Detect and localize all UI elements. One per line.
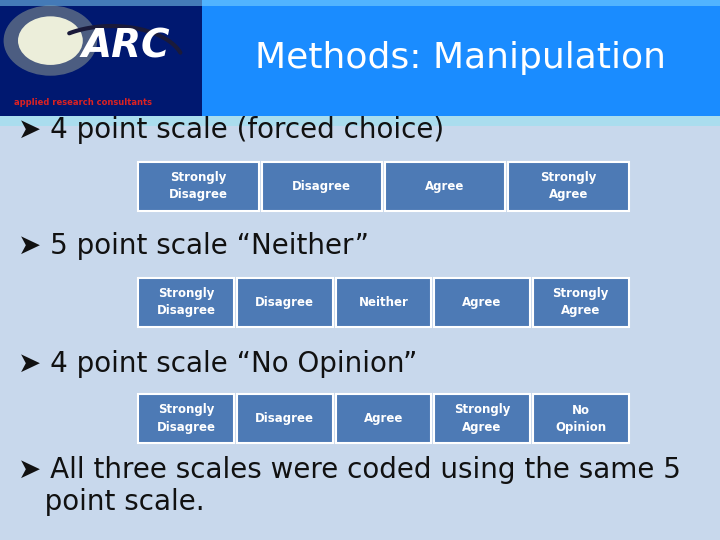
Bar <box>434 278 530 327</box>
Text: No
Opinion: No Opinion <box>555 403 606 434</box>
Text: Strongly
Disagree: Strongly Disagree <box>157 287 215 318</box>
Bar <box>0 116 720 126</box>
Bar <box>237 278 333 327</box>
Text: Agree: Agree <box>364 412 403 425</box>
Text: Agree: Agree <box>426 180 464 193</box>
Text: Strongly
Agree: Strongly Agree <box>540 171 597 201</box>
Bar <box>384 162 505 211</box>
Text: Strongly
Agree: Strongly Agree <box>552 287 609 318</box>
Bar <box>336 278 431 327</box>
Text: Methods: Manipulation: Methods: Manipulation <box>256 41 666 75</box>
Bar <box>533 278 629 327</box>
Bar <box>434 394 530 443</box>
Bar <box>138 162 258 211</box>
Bar <box>533 394 629 443</box>
Bar <box>138 394 234 443</box>
Bar <box>0 0 720 6</box>
Bar <box>237 394 333 443</box>
Bar <box>0 0 720 116</box>
Text: Strongly
Disagree: Strongly Disagree <box>157 403 215 434</box>
Text: ARC: ARC <box>82 28 170 65</box>
Bar <box>336 394 431 443</box>
Text: Disagree: Disagree <box>256 296 314 309</box>
Text: Agree: Agree <box>462 296 502 309</box>
Bar <box>261 162 382 211</box>
Text: ➤ All three scales were coded using the same 5
   point scale.: ➤ All three scales were coded using the … <box>18 456 681 516</box>
Bar <box>508 162 629 211</box>
Circle shape <box>18 16 83 65</box>
Bar <box>0 0 202 116</box>
Text: ➤ 4 point scale “No Opinion”: ➤ 4 point scale “No Opinion” <box>18 350 418 379</box>
Text: Strongly
Agree: Strongly Agree <box>454 403 510 434</box>
Text: ➤ 4 point scale (forced choice): ➤ 4 point scale (forced choice) <box>18 116 444 144</box>
Text: Disagree: Disagree <box>292 180 351 193</box>
Text: Neither: Neither <box>359 296 408 309</box>
Circle shape <box>4 5 97 76</box>
Text: applied research consultants: applied research consultants <box>14 98 152 107</box>
Text: ➤ 5 point scale “Neither”: ➤ 5 point scale “Neither” <box>18 232 369 260</box>
Text: Strongly
Disagree: Strongly Disagree <box>169 171 228 201</box>
Text: Disagree: Disagree <box>256 412 314 425</box>
Bar <box>138 278 234 327</box>
